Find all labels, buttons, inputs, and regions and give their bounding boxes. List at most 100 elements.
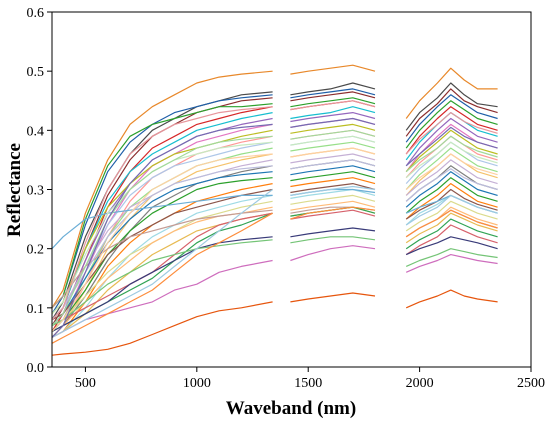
spectrum-line [51,112,273,321]
spectrum-line [290,236,376,244]
spectrum-line [51,165,273,321]
spectrum-line [290,185,376,196]
spectrum-line [405,82,498,131]
spectrum-line [405,88,498,137]
y-axis-title: Reflectance [4,143,25,237]
spectrum-line [405,194,498,226]
spectrum-line [290,227,376,238]
spectrum-line [405,200,498,232]
spectrum-line [405,218,498,250]
spectrum-line [51,123,273,338]
axes: 500 1000 1500 2000 2500 0.00.10.20.30.40.50.… [27,6,546,391]
spectrum-line [290,183,376,194]
spectrum-line [405,171,498,208]
spectrum-line [290,245,376,262]
spectrum-line [405,159,498,196]
spectrum-line [290,165,376,176]
spectrum-line [290,135,376,146]
x-axis-title: Waveband (nm) [226,398,356,419]
spectrum-line [405,168,498,202]
spectrum-line [405,117,498,167]
x-tick-label: 1500 [294,376,322,391]
x-tick-label: 1000 [183,376,211,391]
spectrum-line [405,100,498,149]
spectrum-line [51,301,273,356]
spectrum-line [405,188,498,220]
spectrum-line [405,153,498,190]
spectrum-line [290,117,376,128]
spectrum-line [51,153,273,332]
y-tick-label: 0.6 [27,6,45,21]
spectrum-line [290,106,376,120]
spectrum-line [51,70,273,309]
spectrum-line [290,177,376,188]
y-tick-label: 0.1 [27,302,45,317]
spectrum-line [51,129,273,315]
spectrum-line [290,200,376,211]
spectrum-line [51,236,273,333]
spectrum-line [290,100,376,111]
spectrum-line [405,212,498,244]
spectrum-line [405,135,498,173]
x-tick-label: 2000 [406,376,434,391]
spectrum-line [290,171,376,182]
spectrum-line [405,236,498,256]
spectrum-line [290,206,376,220]
spectrum-line [290,100,376,111]
spectrum-line [290,123,376,134]
spectrum-line [405,177,498,214]
spectrum-line [51,177,273,332]
spectrum-line [290,88,376,99]
spectrum-line [290,91,376,102]
spectrum-line [290,97,376,108]
spectrum-line [51,239,273,327]
spectrum-line [290,82,376,96]
spectrum-line [290,159,376,170]
y-tick-label: 0.4 [27,124,45,139]
x-axis-ticks: 500 1000 1500 2000 2500 [75,367,545,391]
spectrum-line [405,224,498,256]
spectrum-line [290,112,376,123]
series-lines [51,64,498,356]
y-tick-label: 0.2 [27,243,45,258]
spectrum-line [290,292,376,303]
spectrum-line [405,94,498,143]
spectrum-line [290,64,376,75]
spectrum-line [51,165,273,338]
spectrum-line [405,129,498,173]
spectrum-line [290,129,376,140]
spectrum-line [290,209,376,220]
spectrum-line [405,248,498,267]
spectrum-line [51,194,273,250]
spectrum-line [51,188,273,321]
spectrum-line [51,141,273,327]
spectrum-line [290,188,376,199]
spectrum-line [51,135,273,327]
spectrum-line [51,153,273,338]
y-tick-label: 0.0 [27,361,45,376]
spectrum-line [290,153,376,164]
spectrum-line [405,254,498,273]
spectrum-line [405,112,498,155]
spectrum-line [51,189,273,338]
spectrum-line [405,141,498,179]
spectrum-line [405,289,498,309]
x-tick-label: 500 [75,376,96,391]
spectrum-line [51,212,273,344]
spectrum-line [290,194,376,205]
spectrum-line [405,209,498,238]
spectrum-line [405,67,498,119]
spectrum-line [51,209,273,309]
spectrum-line [405,106,498,155]
y-tick-label: 0.5 [27,65,45,80]
spectrum-line [51,91,273,321]
y-tick-label: 0.3 [27,184,45,199]
spectrum-line [51,194,273,338]
spectrum-line [51,103,273,309]
spectrum-line [290,141,376,152]
spectrum-line [405,147,498,190]
spectrum-line [290,147,376,158]
y-axis-ticks: 0.0 0.1 0.2 0.3 0.4 0.5 0.6 [27,6,52,376]
spectrum-line [51,106,273,321]
